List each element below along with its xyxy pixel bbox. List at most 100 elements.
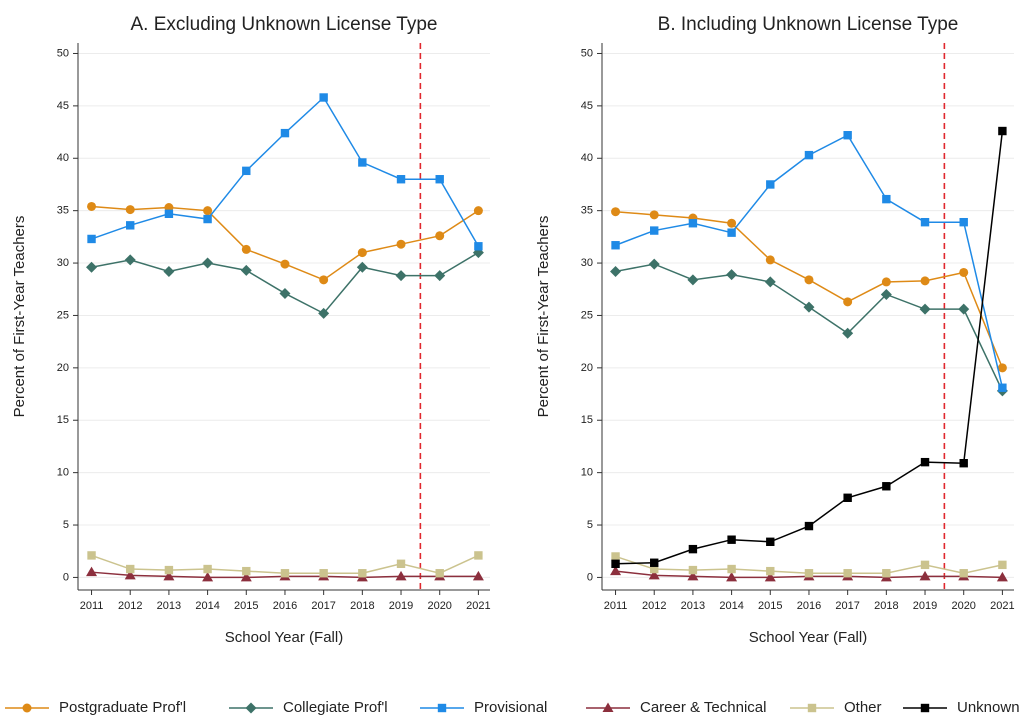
marker xyxy=(611,241,620,250)
marker xyxy=(474,551,483,560)
marker xyxy=(880,288,892,300)
marker xyxy=(726,269,738,281)
marker xyxy=(356,261,368,273)
marker xyxy=(280,128,290,138)
marker xyxy=(396,175,406,184)
x-tick-label: 2012 xyxy=(642,600,666,612)
marker xyxy=(202,571,214,582)
x-tick-label: 2021 xyxy=(990,600,1014,612)
marker xyxy=(919,570,931,581)
marker xyxy=(920,703,930,713)
marker xyxy=(998,560,1007,570)
marker xyxy=(396,239,406,249)
marker xyxy=(766,180,775,189)
marker xyxy=(602,702,614,712)
chart-title: A. Excluding Unknown License Type xyxy=(131,14,438,35)
marker xyxy=(357,248,367,258)
x-tick-label: 2016 xyxy=(273,600,297,612)
x-tick-label: 2014 xyxy=(719,600,743,612)
marker xyxy=(437,703,447,713)
marker xyxy=(765,255,775,265)
marker xyxy=(882,482,891,491)
y-tick-label: 10 xyxy=(581,467,593,479)
y-tick-label: 10 xyxy=(57,467,69,479)
marker xyxy=(727,564,736,574)
legend-label: Career & Technical xyxy=(640,699,766,715)
marker xyxy=(726,571,738,582)
marker xyxy=(245,702,257,714)
marker xyxy=(959,569,968,578)
y-tick-label: 45 xyxy=(581,100,593,112)
x-tick-label: 2017 xyxy=(311,600,335,612)
x-tick-label: 2020 xyxy=(951,600,975,612)
marker xyxy=(164,565,174,575)
x-tick-label: 2017 xyxy=(835,600,859,612)
marker xyxy=(688,219,698,228)
marker xyxy=(240,571,252,582)
marker xyxy=(125,205,135,215)
y-tick-label: 40 xyxy=(581,152,593,164)
marker xyxy=(688,565,698,575)
marker xyxy=(920,457,930,467)
marker xyxy=(920,560,930,570)
marker xyxy=(611,559,620,569)
marker xyxy=(843,297,853,307)
marker xyxy=(648,569,660,580)
y-tick-label: 15 xyxy=(57,414,69,426)
marker xyxy=(280,259,290,269)
marker xyxy=(319,569,328,578)
x-tick-label: 2015 xyxy=(234,600,258,612)
x-tick-label: 2014 xyxy=(195,600,219,612)
marker xyxy=(395,570,407,581)
x-tick-label: 2015 xyxy=(758,600,782,612)
y-tick-label: 0 xyxy=(587,571,593,583)
marker xyxy=(764,571,776,582)
marker xyxy=(124,569,136,580)
y-axis-label: Percent of First-Year Teachers xyxy=(11,216,28,418)
marker xyxy=(395,270,407,282)
marker xyxy=(688,544,698,554)
y-tick-label: 0 xyxy=(63,571,69,583)
marker xyxy=(650,226,659,235)
marker xyxy=(842,327,854,339)
marker xyxy=(959,267,969,277)
y-tick-label: 5 xyxy=(587,519,593,531)
marker xyxy=(242,166,251,176)
marker xyxy=(126,221,135,230)
marker xyxy=(650,558,659,567)
marker xyxy=(474,242,483,251)
marker xyxy=(804,521,814,531)
marker xyxy=(727,535,736,544)
y-tick-label: 20 xyxy=(581,362,593,374)
marker xyxy=(242,566,251,576)
legend-label: Unknown xyxy=(957,699,1020,715)
y-tick-label: 35 xyxy=(581,205,593,217)
marker xyxy=(766,537,775,546)
x-tick-label: 2012 xyxy=(118,600,142,612)
marker xyxy=(280,569,290,578)
x-tick-label: 2013 xyxy=(681,600,705,612)
marker xyxy=(203,206,213,216)
y-tick-label: 40 xyxy=(57,152,69,164)
y-tick-label: 50 xyxy=(57,47,69,59)
marker xyxy=(766,566,775,576)
marker xyxy=(319,275,329,285)
marker xyxy=(881,277,891,287)
x-tick-label: 2019 xyxy=(913,600,937,612)
marker xyxy=(687,274,699,286)
marker xyxy=(650,564,659,574)
marker xyxy=(126,564,135,574)
y-tick-label: 20 xyxy=(57,362,69,374)
marker xyxy=(920,217,930,227)
marker xyxy=(22,703,32,713)
y-tick-label: 15 xyxy=(581,414,593,426)
legend-label: Other xyxy=(844,699,882,715)
legend-label: Provisional xyxy=(474,699,547,715)
marker xyxy=(610,265,622,277)
marker xyxy=(319,93,328,102)
y-tick-label: 25 xyxy=(581,309,593,321)
marker xyxy=(279,287,291,299)
marker xyxy=(919,303,931,315)
marker xyxy=(804,275,814,285)
marker xyxy=(727,228,736,237)
